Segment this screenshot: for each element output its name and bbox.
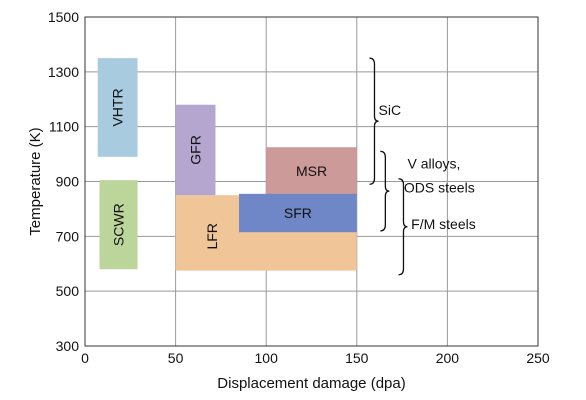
region-scwr: [99, 180, 138, 270]
bracket: [380, 150, 390, 232]
region-msr: [266, 147, 357, 196]
bracket: [369, 57, 379, 185]
annotation-label: SiC: [379, 102, 402, 118]
bracket: [398, 178, 408, 276]
region-label-vhtr: VHTR: [110, 88, 126, 126]
y-tick-label: 700: [56, 228, 80, 244]
x-tick-label: 50: [168, 350, 184, 366]
x-tick-label: 150: [345, 350, 369, 366]
annotation-label: V alloys,: [408, 156, 461, 172]
plot-frame: [84, 16, 539, 347]
x-tick-label: 200: [436, 350, 460, 366]
region-sfr: [239, 193, 357, 233]
annotations: SiC V alloys, ODS steels F/M steels: [369, 57, 476, 276]
y-axis-label: Temperature (K): [27, 127, 44, 235]
region-gfr: [175, 104, 216, 196]
y-tick-label: 1100: [49, 119, 79, 135]
tick-labels: 0 50 100 150 200 250 300 500 700 900 1100 1300 1500: [48, 9, 550, 366]
x-tick-label: 100: [255, 350, 279, 366]
x-axis-label: Displacement damage (dpa): [217, 375, 405, 392]
y-tick-label: 1300: [48, 64, 79, 80]
y-tick-label: 1500: [48, 9, 79, 25]
region-label-lfr: LFR: [204, 223, 220, 249]
y-tick-label: 500: [56, 283, 80, 299]
region-vhtr: [97, 58, 138, 157]
x-tick-label: 0: [81, 350, 89, 366]
region-label-msr: MSR: [296, 163, 327, 179]
x-tick-label: 250: [526, 350, 550, 366]
region-label-sfr: SFR: [284, 205, 312, 221]
annotation-label: ODS steels: [404, 180, 475, 196]
y-tick-label: 900: [56, 174, 80, 190]
region-label-gfr: GFR: [188, 135, 204, 165]
region-labels: VHTR SCWR LFR GFR MSR SFR: [110, 88, 327, 249]
annotation-label: F/M steels: [411, 216, 476, 232]
regions: [97, 58, 357, 271]
region-label-scwr: SCWR: [111, 203, 127, 246]
y-tick-label: 300: [56, 338, 80, 354]
